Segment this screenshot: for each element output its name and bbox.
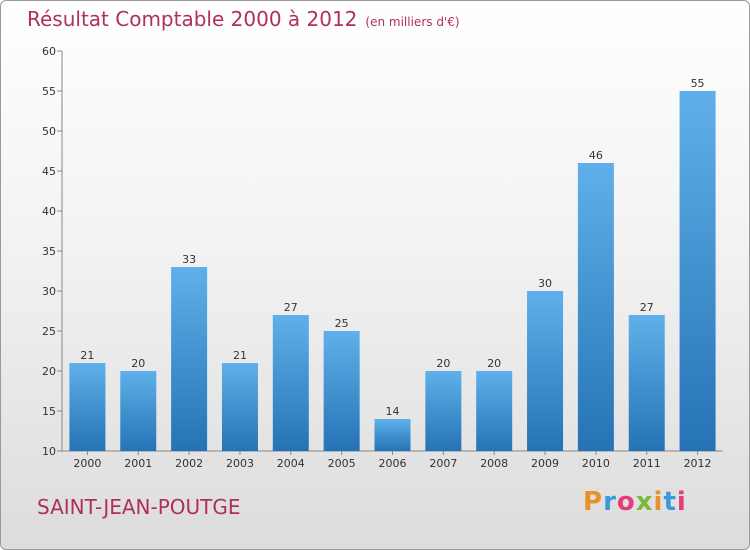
bar-2000	[69, 363, 106, 451]
x-tick-label: 2007	[429, 457, 457, 470]
bar-2001	[120, 371, 157, 451]
commune-name: SAINT-JEAN-POUTGE	[37, 495, 241, 519]
bar-2009	[527, 291, 564, 451]
logo-letter: x	[635, 487, 654, 517]
data-label-2012: 55	[691, 77, 705, 90]
data-label-2007: 20	[436, 357, 450, 370]
bar-2012	[679, 91, 716, 451]
bar-2002	[171, 267, 208, 451]
y-tick-label: 60	[42, 45, 56, 58]
data-label-2005: 25	[335, 317, 349, 330]
data-label-2004: 27	[284, 301, 298, 314]
bar-2007	[425, 371, 462, 451]
y-tick-label: 40	[42, 205, 56, 218]
data-label-2006: 14	[386, 405, 400, 418]
y-tick-label: 50	[42, 125, 56, 138]
logo-letter: i	[653, 487, 664, 517]
y-tick-label: 45	[42, 165, 56, 178]
bar-2005	[323, 331, 360, 451]
x-tick-label: 2011	[633, 457, 661, 470]
x-tick-label: 2008	[480, 457, 508, 470]
bar-2011	[628, 315, 665, 451]
bar-2008	[476, 371, 513, 451]
data-label-2008: 20	[487, 357, 501, 370]
y-tick-label: 20	[42, 365, 56, 378]
x-tick-label: 2012	[684, 457, 712, 470]
bar-2010	[577, 163, 614, 451]
proxiti-logo: Proxiti	[583, 487, 687, 517]
y-tick-label: 10	[42, 445, 56, 458]
x-tick-label: 2010	[582, 457, 610, 470]
logo-letter: o	[616, 487, 636, 517]
x-tick-label: 2000	[73, 457, 101, 470]
x-tick-label: 2004	[277, 457, 305, 470]
y-tick-label: 35	[42, 245, 56, 258]
data-label-2000: 21	[80, 349, 94, 362]
data-label-2002: 33	[182, 253, 196, 266]
bar-2003	[221, 363, 258, 451]
chart-subtitle: (en milliers d'€)	[365, 15, 460, 29]
y-tick-label: 25	[42, 325, 56, 338]
chart-title: Résultat Comptable 2000 à 2012	[27, 7, 358, 31]
bar-2004	[272, 315, 309, 451]
logo-letter: i	[676, 487, 687, 517]
data-label-2011: 27	[640, 301, 654, 314]
y-tick-label: 55	[42, 85, 56, 98]
data-label-2009: 30	[538, 277, 552, 290]
logo-letter: r	[603, 487, 617, 517]
x-tick-label: 2001	[124, 457, 152, 470]
logo-letter: P	[583, 487, 604, 517]
bar-2006	[374, 419, 411, 451]
y-tick-label: 30	[42, 285, 56, 298]
data-label-2003: 21	[233, 349, 247, 362]
data-label-2001: 20	[131, 357, 145, 370]
y-tick-label: 15	[42, 405, 56, 418]
x-tick-label: 2005	[328, 457, 356, 470]
chart-title-block: Résultat Comptable 2000 à 2012 (en millie…	[27, 7, 460, 31]
x-tick-label: 2006	[379, 457, 407, 470]
data-label-2010: 46	[589, 149, 603, 162]
x-tick-label: 2003	[226, 457, 254, 470]
x-tick-label: 2009	[531, 457, 559, 470]
x-tick-label: 2002	[175, 457, 203, 470]
logo-letter: t	[663, 487, 677, 517]
